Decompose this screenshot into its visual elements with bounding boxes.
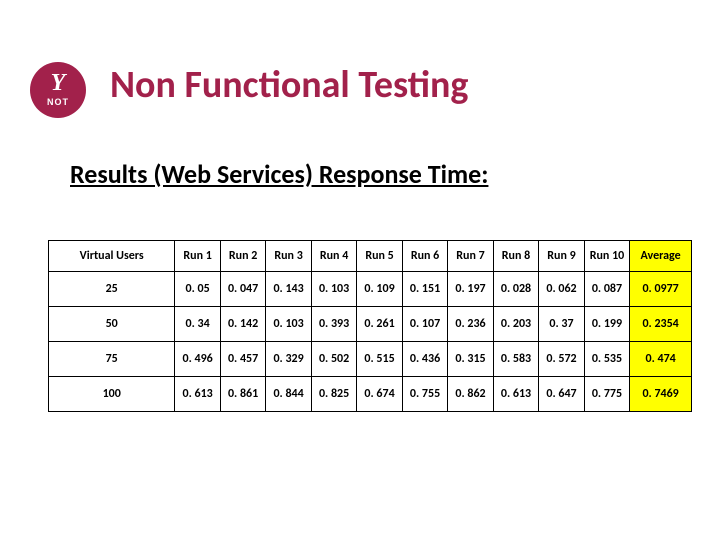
cell-vu: 75: [49, 342, 175, 377]
cell-average: 0. 0977: [630, 272, 692, 307]
results-table: Virtual Users Run 1 Run 2 Run 3 Run 4 Ru…: [48, 240, 692, 412]
cell-run: 0. 613: [175, 377, 220, 412]
cell-run: 0. 502: [311, 342, 356, 377]
cell-vu: 100: [49, 377, 175, 412]
cell-run: 0. 674: [357, 377, 402, 412]
cell-run: 0. 151: [402, 272, 447, 307]
cell-run: 0. 047: [220, 272, 265, 307]
table-row: 100 0. 613 0. 861 0. 844 0. 825 0. 674 0…: [49, 377, 692, 412]
cell-run: 0. 329: [266, 342, 311, 377]
table-row: 50 0. 34 0. 142 0. 103 0. 393 0. 261 0. …: [49, 307, 692, 342]
col-virtual-users: Virtual Users: [49, 241, 175, 272]
cell-run: 0. 143: [266, 272, 311, 307]
cell-vu: 50: [49, 307, 175, 342]
col-run: Run 7: [448, 241, 493, 272]
col-run: Run 1: [175, 241, 220, 272]
cell-run: 0. 197: [448, 272, 493, 307]
section-subtitle: Results (Web Services) Response Time:: [70, 158, 488, 190]
logo-letter: Y: [51, 71, 66, 95]
col-run: Run 3: [266, 241, 311, 272]
cell-run: 0. 862: [448, 377, 493, 412]
cell-run: 0. 107: [402, 307, 447, 342]
cell-run: 0. 844: [266, 377, 311, 412]
col-run: Run 6: [402, 241, 447, 272]
col-run: Run 4: [311, 241, 356, 272]
cell-run: 0. 261: [357, 307, 402, 342]
table-body: 25 0. 05 0. 047 0. 143 0. 103 0. 109 0. …: [49, 272, 692, 412]
cell-run: 0. 109: [357, 272, 402, 307]
cell-run: 0. 393: [311, 307, 356, 342]
cell-run: 0. 755: [402, 377, 447, 412]
col-run: Run 9: [539, 241, 584, 272]
cell-average: 0. 7469: [630, 377, 692, 412]
page-title: Non Functional Testing: [110, 62, 468, 108]
cell-run: 0. 028: [493, 272, 538, 307]
cell-run: 0. 103: [266, 307, 311, 342]
cell-run: 0. 236: [448, 307, 493, 342]
cell-run: 0. 861: [220, 377, 265, 412]
col-run: Run 2: [220, 241, 265, 272]
cell-run: 0. 496: [175, 342, 220, 377]
cell-run: 0. 37: [539, 307, 584, 342]
cell-run: 0. 103: [311, 272, 356, 307]
table-row: 75 0. 496 0. 457 0. 329 0. 502 0. 515 0.…: [49, 342, 692, 377]
cell-run: 0. 583: [493, 342, 538, 377]
cell-run: 0. 457: [220, 342, 265, 377]
table-header-row: Virtual Users Run 1 Run 2 Run 3 Run 4 Ru…: [49, 241, 692, 272]
cell-run: 0. 315: [448, 342, 493, 377]
cell-run: 0. 142: [220, 307, 265, 342]
cell-vu: 25: [49, 272, 175, 307]
cell-run: 0. 825: [311, 377, 356, 412]
logo-subtext: NOT: [47, 97, 69, 107]
cell-run: 0. 34: [175, 307, 220, 342]
cell-run: 0. 535: [584, 342, 629, 377]
cell-run: 0. 203: [493, 307, 538, 342]
col-run: Run 10: [584, 241, 629, 272]
table-row: 25 0. 05 0. 047 0. 143 0. 103 0. 109 0. …: [49, 272, 692, 307]
col-run: Run 8: [493, 241, 538, 272]
cell-run: 0. 436: [402, 342, 447, 377]
cell-run: 0. 775: [584, 377, 629, 412]
logo-badge: Y NOT: [30, 62, 86, 118]
cell-run: 0. 515: [357, 342, 402, 377]
cell-average: 0. 474: [630, 342, 692, 377]
cell-run: 0. 613: [493, 377, 538, 412]
cell-run: 0. 062: [539, 272, 584, 307]
cell-average: 0. 2354: [630, 307, 692, 342]
cell-run: 0. 199: [584, 307, 629, 342]
cell-run: 0. 05: [175, 272, 220, 307]
cell-run: 0. 647: [539, 377, 584, 412]
cell-run: 0. 087: [584, 272, 629, 307]
cell-run: 0. 572: [539, 342, 584, 377]
results-table-container: Virtual Users Run 1 Run 2 Run 3 Run 4 Ru…: [48, 240, 692, 412]
slide: Y NOT Non Functional Testing Results (We…: [0, 0, 720, 540]
col-run: Run 5: [357, 241, 402, 272]
col-average: Average: [630, 241, 692, 272]
